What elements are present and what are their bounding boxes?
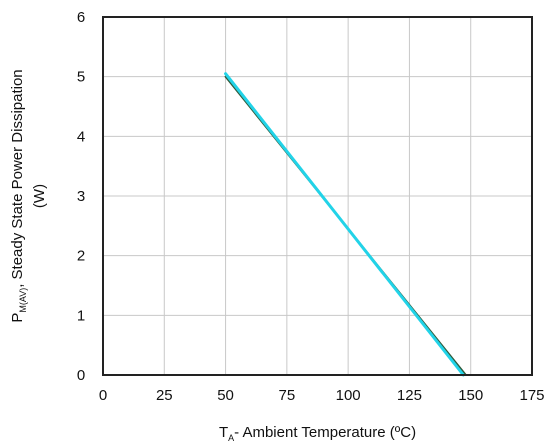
- y-tick-label: 3: [77, 188, 85, 205]
- plot-frame: [102, 16, 533, 376]
- x-tick-label: 75: [279, 387, 296, 404]
- x-axis-label: TA- Ambient Temperature (ºC): [219, 424, 416, 443]
- x-tick-label: 175: [519, 387, 544, 404]
- x-tick-label: 125: [397, 387, 422, 404]
- y-axis-label: PM(AV), Steady State Power Dissipation: [9, 69, 28, 322]
- y-tick-label: 5: [77, 69, 85, 86]
- x-tick-label: 150: [458, 387, 483, 404]
- y-tick-label: 4: [77, 128, 85, 145]
- series-line-2: [224, 72, 465, 377]
- y-tick-labels: 0 1 2 3 4 5 6: [77, 9, 85, 384]
- series-layer: [224, 72, 467, 377]
- y-tick-label: 1: [77, 307, 85, 324]
- x-tick-label: 25: [156, 387, 173, 404]
- y-tick-label: 0: [77, 367, 85, 384]
- grid: [102, 16, 533, 376]
- x-tick-label: 100: [336, 387, 361, 404]
- x-tick-labels: 0 25 50 75 100 125 150 175: [99, 387, 545, 404]
- y-tick-label: 2: [77, 248, 85, 265]
- y-tick-label: 6: [77, 9, 85, 26]
- y-axis-label-unit: (W): [31, 184, 48, 208]
- x-tick-label: 50: [217, 387, 234, 404]
- x-tick-label: 0: [99, 387, 107, 404]
